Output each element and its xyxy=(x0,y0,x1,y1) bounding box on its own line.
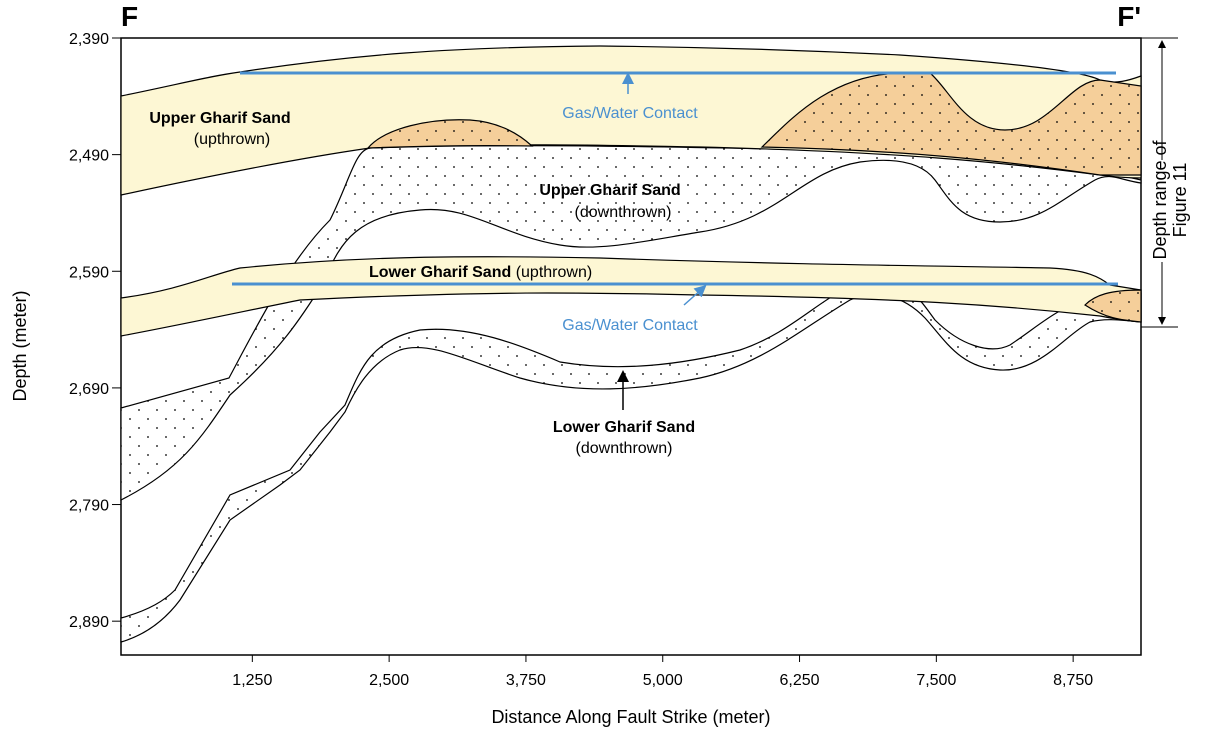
y-tick-label: 2,890 xyxy=(69,614,109,631)
annotation: Lower Gharif Sand xyxy=(369,264,511,281)
x-tick-label: 3,750 xyxy=(506,672,546,689)
x-tick-label: 8,750 xyxy=(1053,672,1093,689)
annotation: (upthrown) xyxy=(194,131,270,148)
y-tick-label: 2,790 xyxy=(69,498,109,515)
y-tick-label: 2,390 xyxy=(69,31,109,48)
annotation: Upper Gharif Sand xyxy=(149,110,290,127)
y-tick-label: 2,590 xyxy=(69,264,109,281)
figure: F F' Upper Gharif Sand (upthrown) Gas/Wa… xyxy=(0,0,1205,731)
annotation: Gas/Water Contact xyxy=(562,105,698,122)
annotation: Gas/Water Contact xyxy=(562,317,698,334)
annotation: (downthrown) xyxy=(576,440,673,457)
annotation: (upthrown) xyxy=(516,264,592,281)
annotation: Lower Gharif Sand (upthrown) xyxy=(369,264,592,281)
section-label: F xyxy=(121,1,138,32)
y-tick-label: 2,490 xyxy=(69,148,109,165)
x-tick-label: 1,250 xyxy=(232,672,272,689)
annotation: (downthrown) xyxy=(575,204,672,221)
section-label: F' xyxy=(1117,1,1141,32)
annotation: Upper Gharif Sand xyxy=(539,182,680,199)
plot-area xyxy=(121,38,1141,655)
x-tick-label: 2,500 xyxy=(369,672,409,689)
depth-range-marker: Depth range of Figure 11 xyxy=(1141,38,1190,327)
x-tick-label: 6,250 xyxy=(780,672,820,689)
x-axis-label: Distance Along Fault Strike (meter) xyxy=(491,707,770,727)
y-tick-label: 2,690 xyxy=(69,381,109,398)
annotation: Depth range of xyxy=(1150,139,1170,259)
x-tick-label: 7,500 xyxy=(916,672,956,689)
annotation: Figure 11 xyxy=(1170,163,1190,238)
annotation: Lower Gharif Sand xyxy=(553,419,695,436)
y-axis-label: Depth (meter) xyxy=(10,290,30,401)
x-tick-label: 5,000 xyxy=(643,672,683,689)
